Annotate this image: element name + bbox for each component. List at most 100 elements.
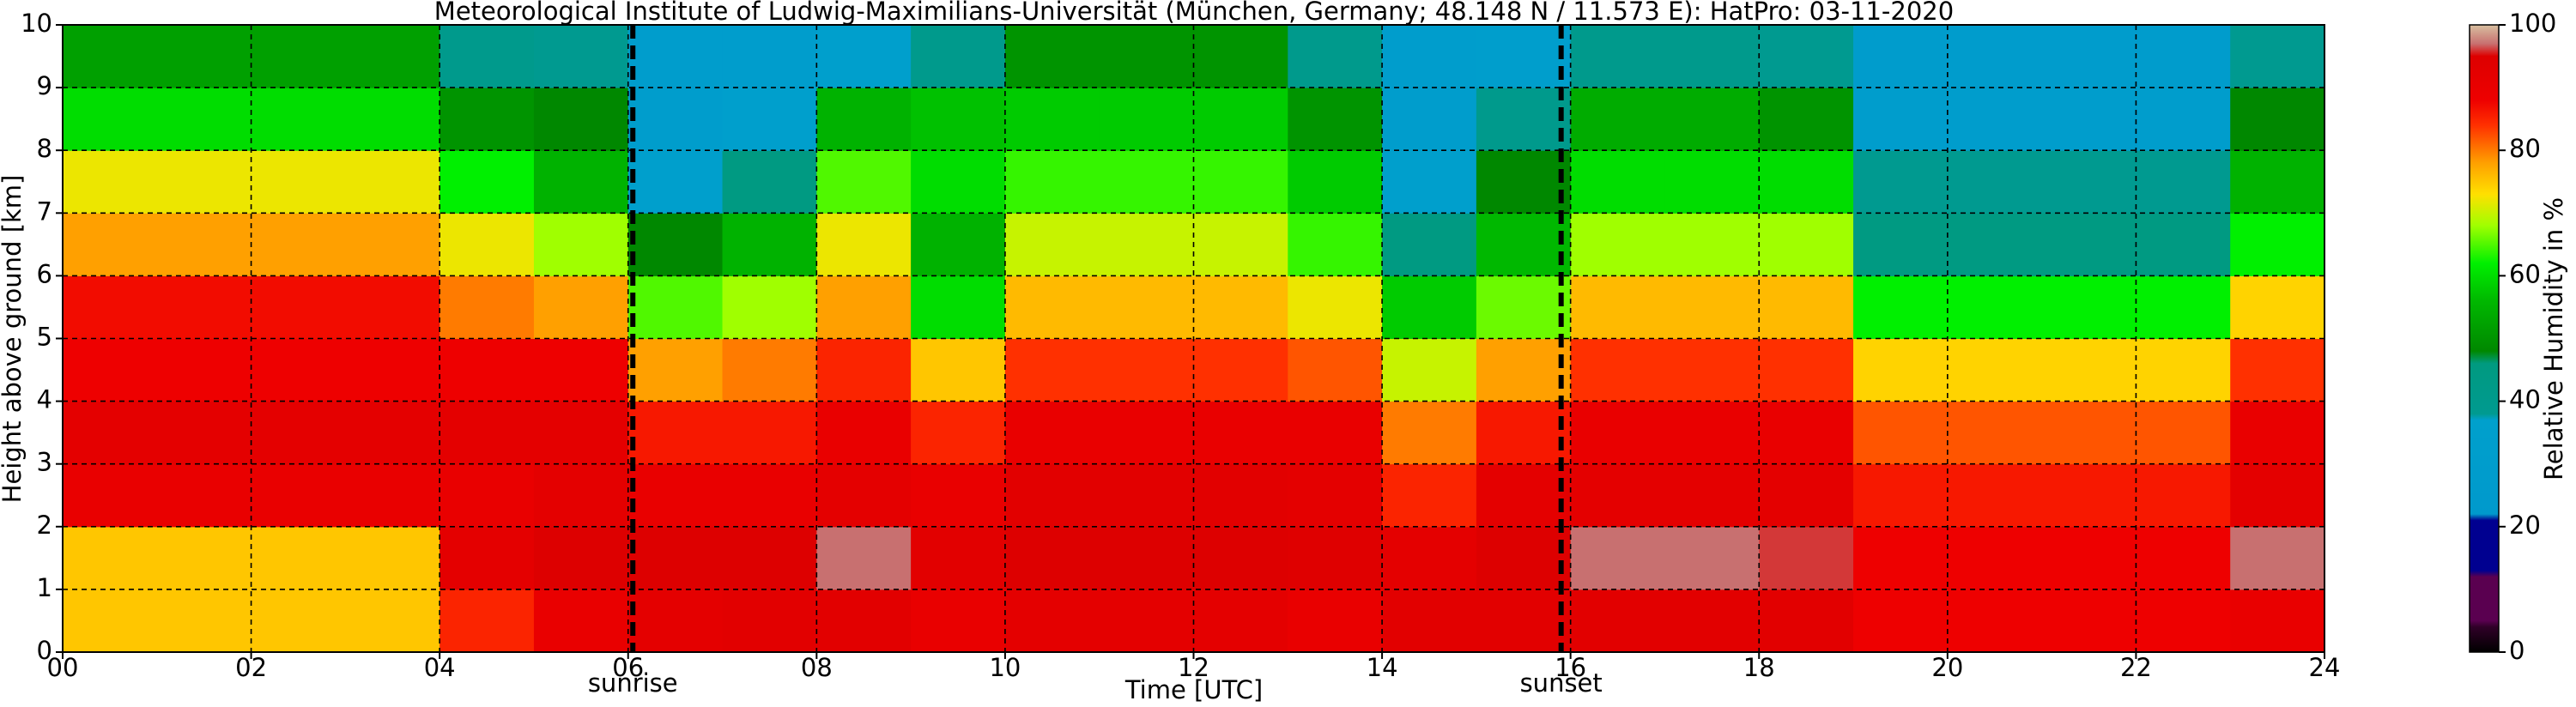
heatmap-cell — [627, 401, 724, 465]
x-tick-label: 02 — [235, 653, 267, 682]
heatmap-cell — [2136, 526, 2231, 590]
heatmap-cell — [251, 589, 346, 653]
colorbar-tick-label: 60 — [2509, 259, 2541, 288]
heatmap-cell — [1570, 88, 1665, 151]
heatmap-cell — [1193, 338, 1288, 402]
heatmap-cell — [1664, 589, 1760, 653]
heatmap-cell — [156, 401, 252, 465]
heatmap-cell — [1288, 589, 1383, 653]
heatmap-cell — [627, 25, 724, 88]
x-tick-label: 22 — [2120, 653, 2152, 682]
heatmap-cell — [533, 88, 629, 151]
annotation-label: sunrise — [588, 668, 678, 698]
heatmap-cell — [1759, 213, 1854, 276]
heatmap-cell — [1947, 275, 2043, 339]
heatmap-cell — [345, 88, 440, 151]
heatmap-cell — [1193, 88, 1288, 151]
x-axis-label: Time [UTC] — [1124, 675, 1263, 704]
colorbar-tick-label: 20 — [2509, 511, 2541, 540]
heatmap-cell — [1004, 589, 1100, 653]
heatmap-cell — [533, 463, 629, 528]
heatmap-cell — [156, 589, 252, 653]
heatmap-cell — [63, 338, 158, 402]
heatmap-cell — [1288, 275, 1383, 339]
heatmap-cell — [533, 150, 629, 214]
heatmap-cell — [2230, 88, 2325, 151]
heatmap-cell — [1947, 589, 2043, 653]
heatmap-cell — [911, 526, 1006, 590]
heatmap-cell — [345, 338, 440, 402]
heatmap-cell — [251, 213, 346, 276]
heatmap-cell — [1947, 463, 2043, 528]
heatmap-cell — [1193, 526, 1288, 590]
heatmap-cell — [1476, 213, 1572, 276]
heatmap-cell — [1570, 589, 1665, 653]
heatmap-cell — [2041, 401, 2137, 465]
heatmap-cell — [816, 589, 912, 653]
heatmap-cell — [816, 88, 912, 151]
heatmap-cell — [1853, 150, 1949, 214]
heatmap-cell — [439, 213, 535, 276]
heatmap-cell — [345, 150, 440, 214]
heatmap-cell — [2041, 275, 2137, 339]
heatmap-cell — [816, 463, 912, 528]
heatmap-cell — [1853, 589, 1949, 653]
heatmap-cell — [816, 275, 912, 339]
heatmap-cell — [1947, 150, 2043, 214]
colorbar-tick-label: 40 — [2509, 385, 2541, 414]
heatmap-cell — [1570, 526, 1665, 590]
heatmap-cell — [1288, 25, 1383, 88]
heatmap-cell — [627, 526, 724, 590]
heatmap-cell — [1193, 463, 1288, 528]
plot-frame — [62, 24, 2325, 653]
heatmap-cell — [1570, 150, 1665, 214]
heatmap-cell — [1947, 213, 2043, 276]
heatmap-cell — [1759, 401, 1854, 465]
heatmap-cell — [1099, 338, 1194, 402]
heatmap-cell — [1099, 88, 1194, 151]
heatmap-cell — [2136, 25, 2231, 88]
heatmap-cell — [1099, 401, 1194, 465]
heatmap-cell — [1570, 401, 1665, 465]
heatmap-cell — [911, 463, 1006, 528]
heatmap-cell — [2041, 589, 2137, 653]
heatmap-cell — [345, 213, 440, 276]
heatmap-cell — [627, 338, 724, 402]
y-tick-label: 6 — [37, 259, 52, 288]
x-tick-label: 08 — [801, 653, 833, 682]
heatmap-cell — [1288, 150, 1383, 214]
heatmap-cell — [1853, 338, 1949, 402]
heatmap-cell — [1004, 88, 1100, 151]
heatmap-cell — [911, 150, 1006, 214]
heatmap-cell — [816, 25, 912, 88]
heatmap-cell — [1382, 213, 1477, 276]
heatmap-cell — [1099, 25, 1194, 88]
heatmap-cell — [345, 401, 440, 465]
heatmap-cell — [439, 25, 535, 88]
heatmap-cell — [627, 150, 724, 214]
heatmap-cell — [156, 526, 252, 590]
y-tick-label: 0 — [37, 636, 52, 665]
heatmap-cell — [1004, 338, 1100, 402]
heatmap-cell — [2230, 213, 2325, 276]
heatmap-cell — [1664, 401, 1760, 465]
heatmap-cell — [816, 150, 912, 214]
heatmap-cell — [1664, 213, 1760, 276]
heatmap-cell — [1664, 463, 1760, 528]
heatmap-cell — [1570, 275, 1665, 339]
heatmap-cell — [345, 463, 440, 528]
heatmap-cell — [816, 338, 912, 402]
heatmap-cell — [1853, 213, 1949, 276]
heatmap-cell — [1759, 589, 1854, 653]
heatmap-cell — [251, 150, 346, 214]
heatmap-cell — [722, 401, 817, 465]
heatmap-cell — [722, 25, 817, 88]
heatmap-cell — [345, 275, 440, 339]
heatmap-cell — [63, 213, 158, 276]
heatmap-cell — [439, 463, 535, 528]
heatmap-cell — [1382, 88, 1477, 151]
heatmap-cell — [63, 25, 158, 88]
x-tick-label: 20 — [1931, 653, 1963, 682]
colorbar-label: Relative Humidity in % — [2539, 197, 2568, 480]
